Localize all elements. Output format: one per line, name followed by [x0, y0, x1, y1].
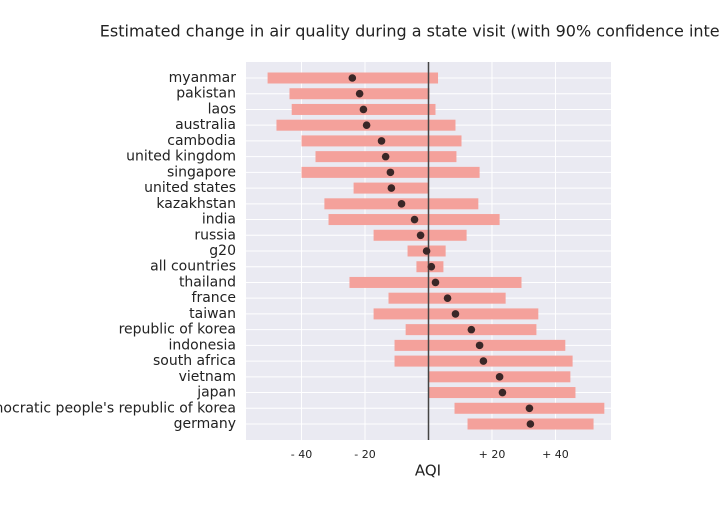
point: [355, 89, 364, 98]
point: [526, 420, 535, 428]
y-tick-label: kazakhstan: [156, 196, 236, 212]
y-tick-label: all countries: [150, 259, 236, 275]
y-tick-label: taiwan: [189, 306, 236, 322]
y-tick-label: united kingdom: [126, 149, 236, 165]
y-tick-label: myanmar: [169, 70, 237, 86]
y-tick-label: republic of korea: [119, 322, 236, 338]
point: [387, 184, 396, 192]
y-tick-label: thailand: [179, 274, 236, 290]
point: [467, 325, 476, 334]
point: [377, 137, 386, 145]
point: [498, 388, 507, 397]
y-tick-label: g20: [209, 243, 236, 259]
x-tick-label: - 20: [354, 448, 375, 461]
y-tick-label: laos: [208, 101, 236, 117]
y-tick-label: cambodia: [167, 133, 236, 149]
y-tick-label: russia: [194, 227, 236, 243]
point: [348, 74, 357, 82]
chart-title: Estimated change in air quality during a…: [100, 22, 720, 41]
x-tick-label: + 20: [479, 448, 506, 461]
y-tick-label: singapore: [167, 164, 236, 180]
x-axis-label: AQI: [415, 462, 441, 480]
y-tick-label: india: [202, 212, 236, 228]
x-tick-label: - 40: [291, 448, 312, 461]
point: [381, 152, 390, 161]
point: [495, 373, 504, 381]
y-tick-label: south africa: [153, 353, 236, 369]
point: [431, 278, 440, 287]
point: [443, 294, 452, 302]
y-tick-label: japan: [196, 385, 236, 401]
y-tick-label: germany: [174, 416, 236, 432]
point: [525, 404, 534, 413]
y-tick-label: pakistan: [176, 86, 236, 102]
y-tick-label: australia: [175, 117, 236, 133]
x-tick-label: + 40: [542, 448, 569, 461]
y-tick-label: vietnam: [179, 369, 236, 385]
point: [386, 168, 395, 177]
point: [397, 200, 406, 208]
point: [359, 105, 368, 114]
point: [416, 231, 425, 240]
point: [479, 357, 488, 365]
point: [427, 262, 436, 271]
point: [422, 247, 431, 255]
y-tick-label: united states: [144, 180, 236, 196]
point: [451, 310, 460, 318]
y-tick-label: indonesia: [169, 337, 236, 353]
y-tick-label: france: [192, 290, 236, 306]
point: [410, 215, 419, 224]
point: [362, 121, 371, 129]
point: [475, 341, 484, 350]
y-tick-label: democratic people's republic of korea: [0, 400, 236, 416]
